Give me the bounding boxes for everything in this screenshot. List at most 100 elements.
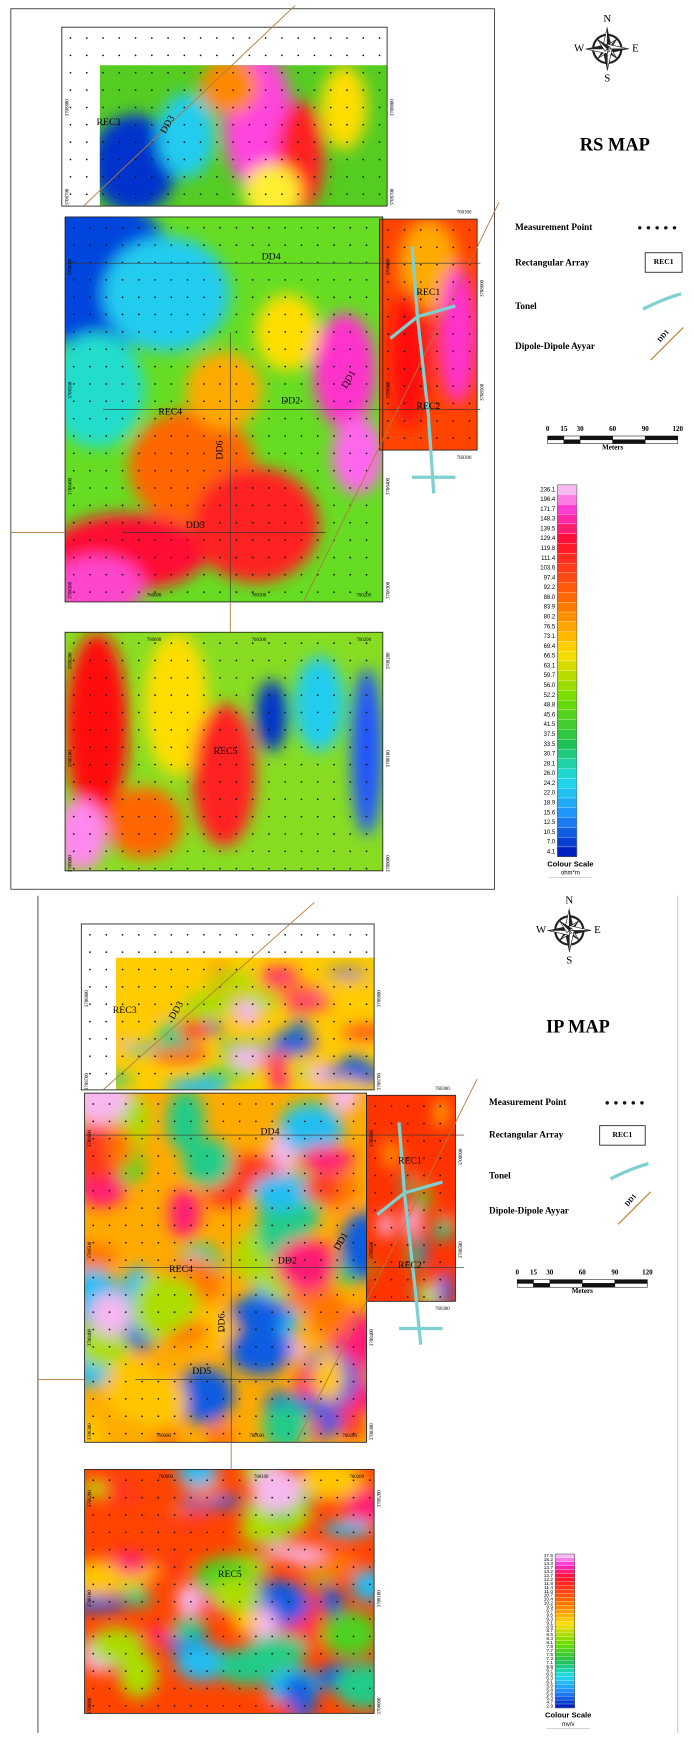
measurement-point — [252, 331, 254, 333]
map-label: DD4 — [262, 251, 281, 262]
measurement-point — [223, 1138, 225, 1140]
colour-scale-label: 2.9 — [546, 1703, 553, 1709]
measurement-point — [236, 227, 238, 229]
measurement-point — [268, 557, 270, 559]
measurement-point — [288, 1583, 290, 1585]
measurement-point — [288, 1601, 290, 1603]
measurement-point — [141, 1670, 143, 1672]
measurement-point — [105, 1073, 107, 1075]
measurement-point — [284, 986, 286, 988]
measurement-point — [86, 55, 88, 57]
measurement-point — [330, 124, 332, 126]
measurement-point — [105, 487, 107, 489]
measurement-point — [288, 1207, 290, 1209]
measurement-point — [349, 1073, 351, 1075]
measurement-point — [268, 816, 270, 818]
heat-blob — [88, 1627, 143, 1665]
measurement-point — [420, 229, 422, 231]
measurement-point — [366, 1021, 368, 1023]
measurement-point — [154, 331, 156, 333]
measurement-point — [125, 1398, 127, 1400]
measurement-point — [109, 1398, 111, 1400]
measurement-point — [105, 712, 107, 714]
measurement-point — [271, 1583, 273, 1585]
measurement-point — [333, 816, 335, 818]
measurement-point — [304, 1705, 306, 1707]
colour-scale-label: 33.5 — [544, 742, 556, 748]
measurement-point — [333, 1038, 335, 1040]
measurement-point — [122, 694, 124, 696]
measurement-point — [122, 591, 124, 593]
measurement-point — [70, 55, 72, 57]
colour-swatch — [557, 641, 577, 651]
measurement-point — [353, 1225, 355, 1227]
measurement-point — [190, 1618, 192, 1620]
measurement-point — [118, 37, 120, 39]
measurement-point — [219, 764, 221, 766]
measurement-point — [353, 1190, 355, 1192]
measurement-point — [236, 452, 238, 454]
measurement-point — [320, 1381, 322, 1383]
measurement-point — [109, 1415, 111, 1417]
measurement-point — [138, 1003, 140, 1005]
measurement-point — [109, 1311, 111, 1313]
measurement-point — [154, 677, 156, 679]
measurement-point — [187, 591, 189, 593]
measurement-point — [304, 1225, 306, 1227]
measurement-point — [102, 176, 104, 178]
measurement-point — [190, 1415, 192, 1417]
measurement-point — [203, 227, 205, 229]
measurement-point — [89, 951, 91, 953]
easting-label: 760300 — [435, 1307, 450, 1312]
measurement-point — [330, 37, 332, 39]
measurement-point — [320, 1583, 322, 1585]
heatmap — [61, 1451, 395, 1722]
measurement-point — [86, 37, 88, 39]
easting-label: 760300 — [435, 1087, 450, 1092]
measurement-point — [301, 366, 303, 368]
measurement-point — [203, 1073, 205, 1075]
measurement-point — [387, 316, 389, 318]
measurement-point — [219, 934, 221, 936]
measurement-point — [452, 437, 454, 439]
measurement-point — [387, 368, 389, 370]
measurement-point — [203, 591, 205, 593]
measurement-point — [105, 574, 107, 576]
measurement-point — [353, 1346, 355, 1348]
measurement-point — [281, 159, 283, 161]
measurement-point — [333, 487, 335, 489]
measurement-point — [102, 141, 104, 143]
measurement-point — [105, 986, 107, 988]
map-label: REC3 — [113, 1005, 137, 1016]
measurement-point — [125, 1514, 127, 1516]
measurement-point — [174, 1583, 176, 1585]
measurement-point — [219, 591, 221, 593]
measurement-point — [252, 574, 254, 576]
measurement-point — [138, 557, 140, 559]
measurement-point — [154, 348, 156, 350]
measurement-point — [391, 1279, 393, 1281]
measurement-point — [423, 1105, 425, 1107]
measurement-point — [452, 351, 454, 353]
measurement-point — [288, 1329, 290, 1331]
measurement-point — [73, 296, 75, 298]
measurement-point — [252, 400, 254, 402]
measurement-point — [284, 383, 286, 385]
measurement-point — [252, 746, 254, 748]
heat-blob — [303, 1175, 339, 1202]
measurement-point — [187, 1021, 189, 1023]
measurement-point — [151, 72, 153, 74]
measurement-point — [154, 505, 156, 507]
measurement-point — [141, 1138, 143, 1140]
measurement-point — [170, 642, 172, 644]
measurement-point — [301, 677, 303, 679]
measurement-point — [141, 1277, 143, 1279]
measurement-point — [301, 1073, 303, 1075]
scale-tick: 120 — [672, 425, 683, 433]
northing-label: 3708300 — [370, 1423, 375, 1441]
measurement-point — [271, 1653, 273, 1655]
measurement-point — [288, 1636, 290, 1638]
measurement-point — [252, 227, 254, 229]
measurement-point — [268, 1073, 270, 1075]
measurement-point — [268, 244, 270, 246]
